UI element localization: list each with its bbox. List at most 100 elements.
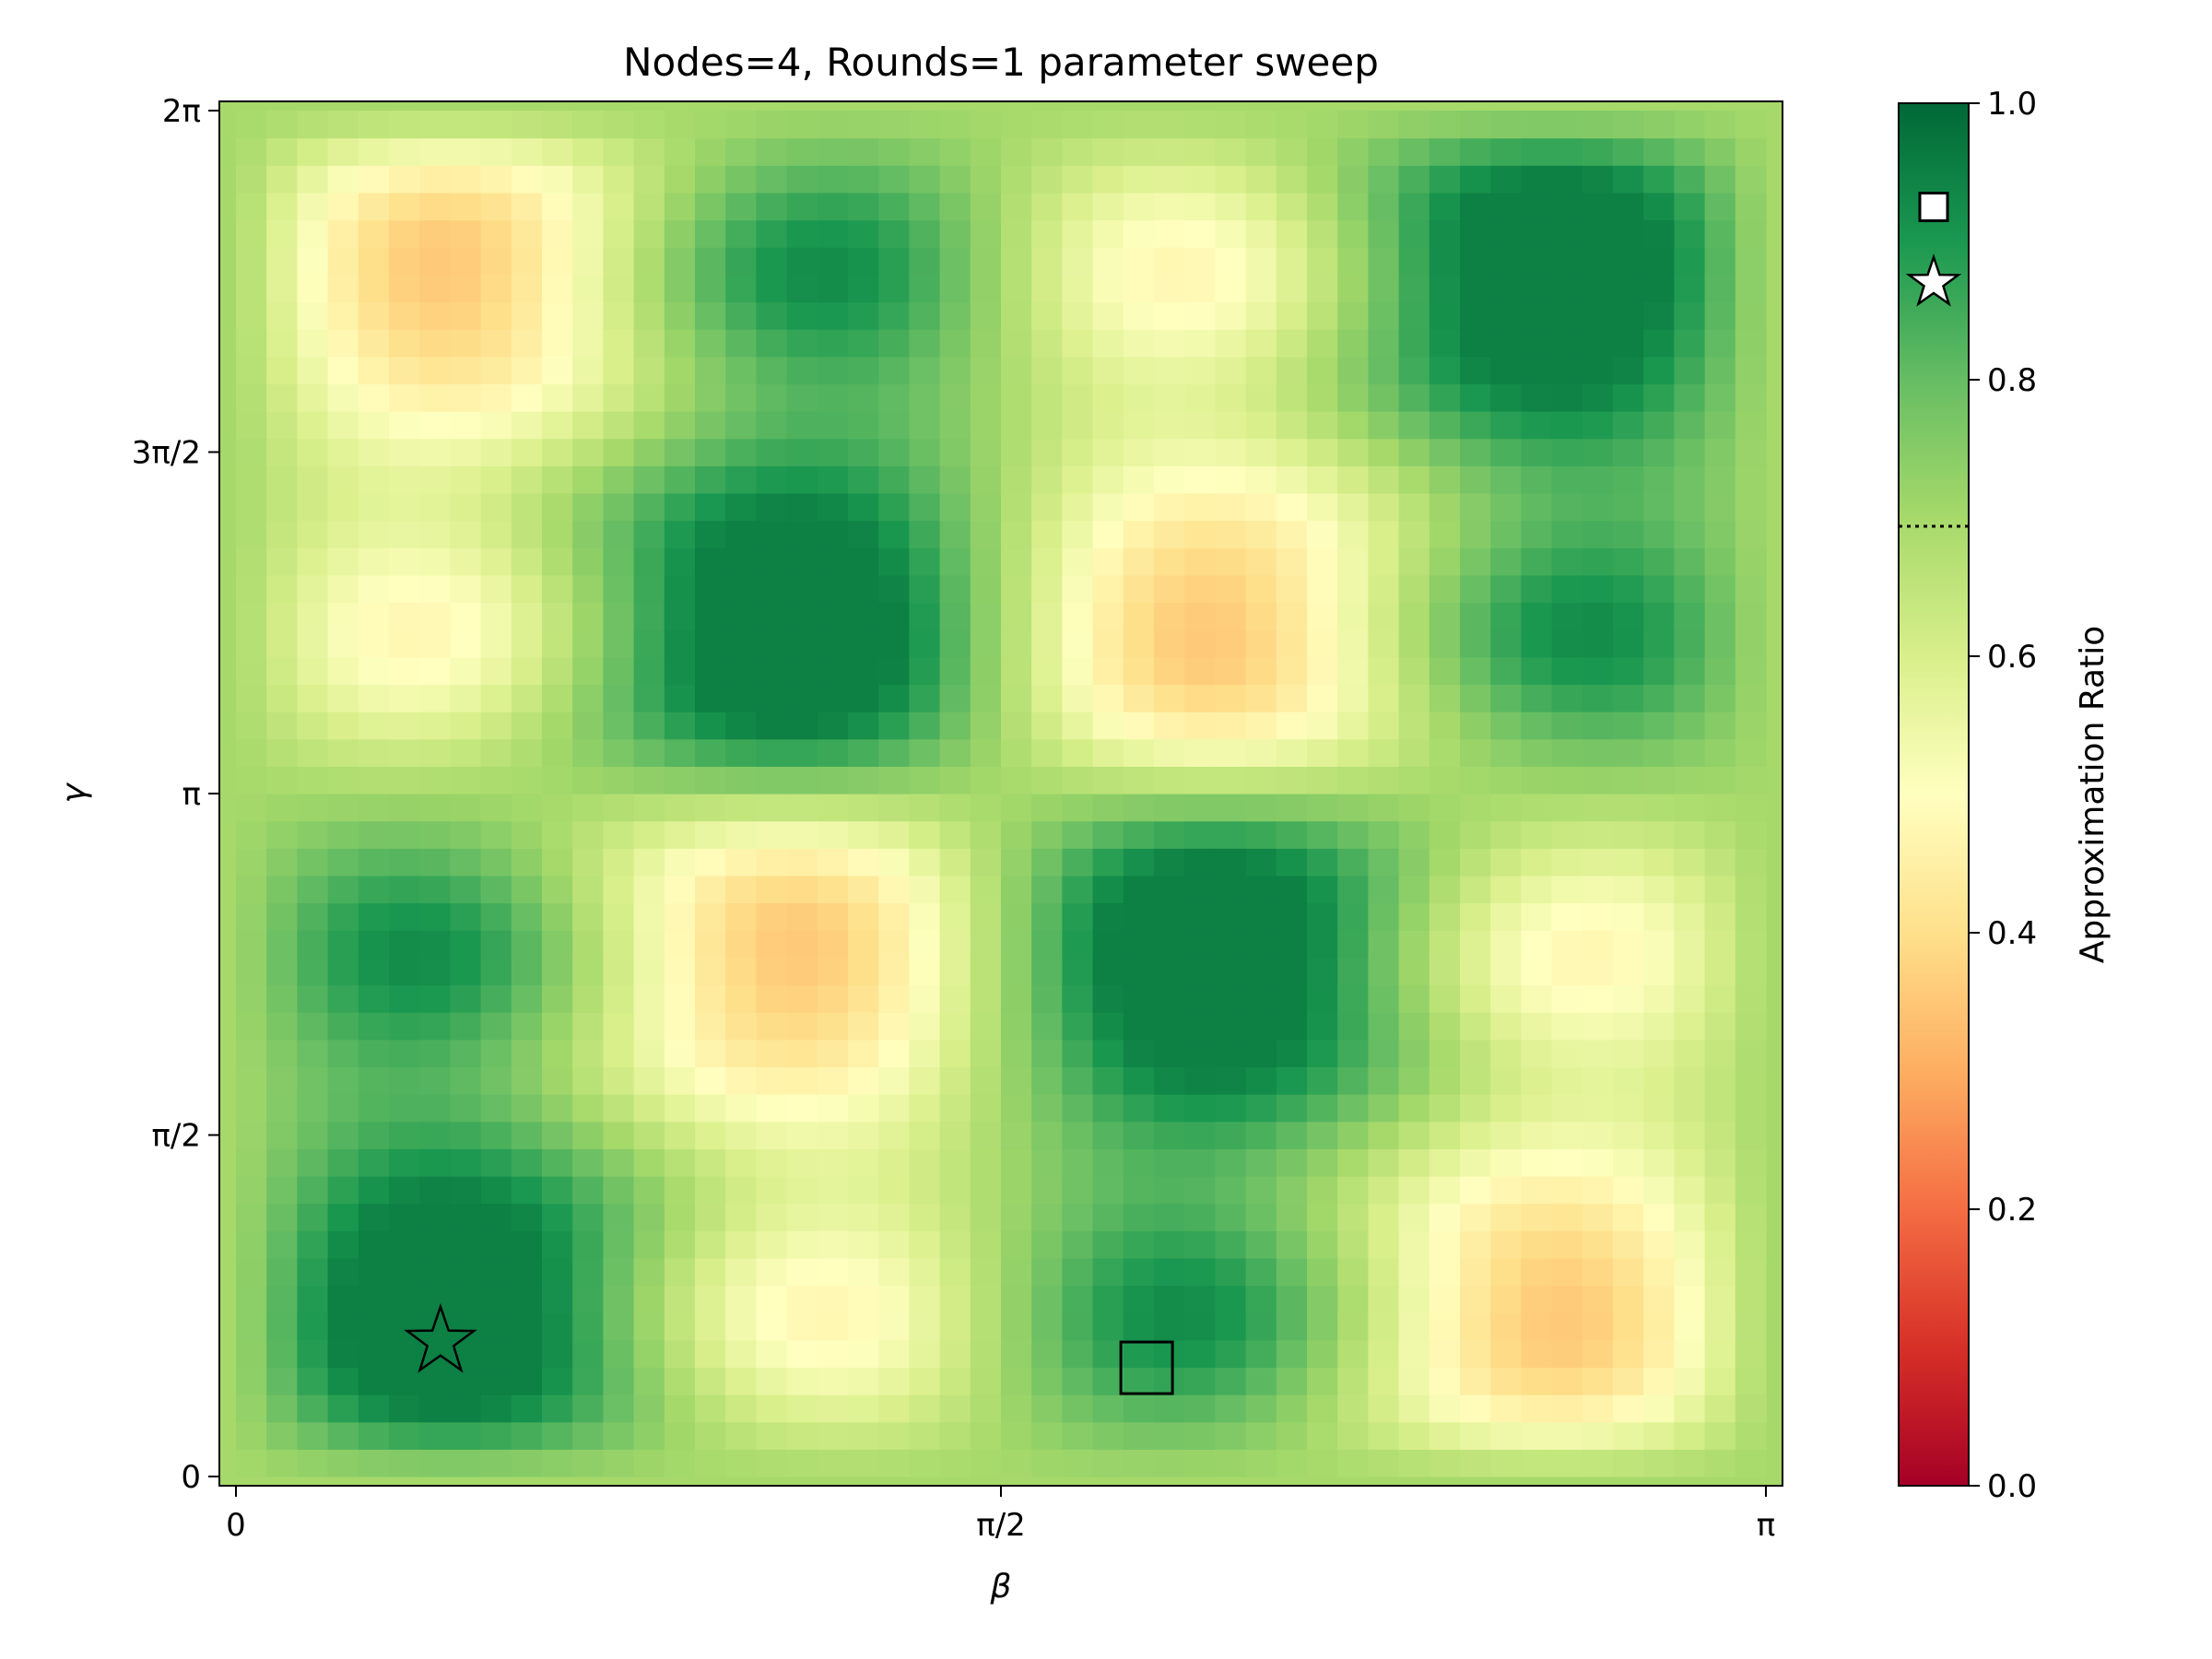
- heatmap-cell: [1521, 411, 1553, 440]
- heatmap-cell: [1643, 274, 1675, 303]
- heatmap-cell: [572, 1339, 604, 1369]
- heatmap-cell: [236, 301, 267, 330]
- heatmap-cell: [1735, 1012, 1767, 1041]
- heatmap-cell: [1551, 848, 1583, 877]
- heatmap-cell: [572, 111, 604, 139]
- heatmap-cell: [970, 656, 1002, 686]
- heatmap-cell: [633, 738, 665, 767]
- heatmap-cell: [1674, 383, 1706, 412]
- heatmap-cell: [1735, 383, 1767, 412]
- heatmap-cell: [1490, 1230, 1522, 1259]
- heatmap-cell: [848, 301, 879, 330]
- heatmap-cell: [1613, 1039, 1644, 1067]
- heatmap-cell: [1031, 520, 1063, 548]
- heatmap-cell: [786, 411, 818, 440]
- heatmap-cell: [1245, 957, 1277, 986]
- heatmap-cell: [633, 219, 665, 248]
- heatmap-cell: [266, 1121, 298, 1149]
- heatmap-cell: [480, 1257, 512, 1287]
- heatmap-cell: [878, 165, 910, 194]
- heatmap-cell: [389, 712, 420, 740]
- heatmap-cell: [1062, 712, 1094, 740]
- heatmap-cell: [1521, 957, 1553, 986]
- heatmap-cell: [297, 1421, 329, 1450]
- heatmap-cell: [1001, 848, 1032, 877]
- heatmap-cell: [1307, 1012, 1338, 1041]
- heatmap-cell: [1031, 438, 1063, 466]
- heatmap-cell: [327, 930, 359, 959]
- heatmap-cell: [939, 111, 971, 139]
- heatmap-cell: [1398, 492, 1430, 522]
- heatmap-cell: [1429, 1285, 1461, 1313]
- heatmap-cell: [939, 1367, 971, 1395]
- heatmap-cell: [1307, 1066, 1338, 1095]
- heatmap-cell: [695, 738, 726, 767]
- heatmap-cell: [1551, 629, 1583, 658]
- heatmap-cell: [1245, 1066, 1277, 1095]
- heatmap-cell: [1521, 820, 1553, 849]
- heatmap-cell: [327, 492, 359, 522]
- heatmap-cell: [1092, 930, 1124, 959]
- heatmap-cell: [848, 602, 879, 630]
- heatmap-cell: [817, 520, 849, 548]
- heatmap-cell: [1613, 629, 1644, 658]
- heatmap-cell: [664, 520, 696, 548]
- heatmap-cell: [633, 1449, 665, 1477]
- heatmap-cell: [511, 165, 543, 194]
- heatmap-cell: [389, 1039, 420, 1067]
- heatmap-cell: [1429, 875, 1461, 904]
- heatmap-cell: [1062, 411, 1094, 440]
- heatmap-cell: [236, 766, 267, 794]
- heatmap-cell: [1184, 1039, 1216, 1067]
- heatmap-cell: [878, 1339, 910, 1369]
- heatmap-cell: [1643, 902, 1675, 931]
- heatmap-cell: [1643, 465, 1675, 494]
- heatmap-cell: [725, 1230, 757, 1259]
- heatmap-cell: [572, 547, 604, 576]
- heatmap-cell: [695, 1121, 726, 1149]
- heatmap-cell: [1337, 247, 1369, 276]
- heatmap-cell: [480, 1148, 512, 1177]
- heatmap-cell: [1490, 1257, 1522, 1287]
- heatmap-cell: [664, 1312, 696, 1341]
- heatmap-cell: [1154, 984, 1185, 1013]
- heatmap-cell: [1582, 329, 1614, 358]
- heatmap-cell: [1276, 1148, 1308, 1177]
- heatmap-cell: [1368, 1394, 1400, 1423]
- heatmap-cell: [389, 656, 420, 686]
- heatmap-cell: [1551, 1012, 1583, 1041]
- heatmap-cell: [450, 766, 482, 794]
- heatmap-cell: [939, 629, 971, 658]
- heatmap-cell: [358, 111, 390, 139]
- heatmap-cell: [1674, 438, 1706, 466]
- heatmap-cell: [1643, 547, 1675, 576]
- heatmap-cell: [1551, 1121, 1583, 1149]
- heatmap-cell: [1062, 820, 1094, 849]
- heatmap-cell: [848, 165, 879, 194]
- heatmap-cell: [603, 356, 635, 384]
- heatmap-cell: [633, 411, 665, 440]
- heatmap-cell: [1429, 712, 1461, 740]
- heatmap-cell: [817, 247, 849, 276]
- heatmap-cell: [1154, 1257, 1185, 1287]
- heatmap-cell: [1062, 684, 1094, 712]
- heatmap-cell: [1245, 930, 1277, 959]
- heatmap-cell: [1490, 301, 1522, 330]
- heatmap-cell: [970, 1394, 1002, 1423]
- heatmap-cell: [572, 1148, 604, 1177]
- heatmap-cell: [786, 1339, 818, 1369]
- heatmap-cell: [1276, 1230, 1308, 1259]
- heatmap-cell: [542, 111, 573, 139]
- heatmap-cell: [1613, 219, 1644, 248]
- heatmap-cell: [1582, 547, 1614, 576]
- heatmap-cell: [1123, 1121, 1155, 1149]
- heatmap-cell: [389, 738, 420, 767]
- heatmap-cell: [725, 1039, 757, 1067]
- heatmap-cell: [725, 438, 757, 466]
- heatmap-cell: [542, 574, 573, 604]
- heatmap-cell: [909, 1039, 941, 1067]
- heatmap-cell: [358, 1230, 390, 1259]
- heatmap-cell: [1092, 574, 1124, 604]
- heatmap-cell: [450, 574, 482, 604]
